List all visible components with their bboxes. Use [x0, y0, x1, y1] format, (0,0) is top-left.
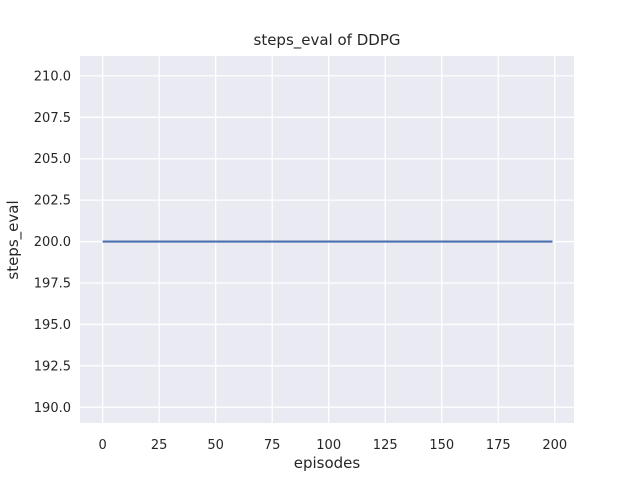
- y-tick-label: 192.5: [34, 359, 71, 374]
- x-tick-label: 100: [316, 438, 341, 453]
- y-tick-label: 202.5: [34, 194, 71, 209]
- x-tick-label: 0: [98, 438, 106, 453]
- y-tick-label: 205.0: [34, 152, 71, 167]
- x-tick-label: 150: [429, 438, 454, 453]
- y-tick-label: 195.0: [34, 318, 71, 333]
- y-tick-label: 190.0: [34, 401, 71, 416]
- x-tick-label: 200: [542, 438, 567, 453]
- x-axis-label: episodes: [293, 454, 361, 472]
- x-tick-label: 25: [151, 438, 168, 453]
- y-tick-label: 207.5: [34, 111, 71, 126]
- x-tick-label: 175: [486, 438, 511, 453]
- y-axis-label: steps_eval: [4, 200, 22, 280]
- x-tick-label: 125: [373, 438, 398, 453]
- x-tick-label: 75: [264, 438, 281, 453]
- plot-background: [80, 56, 574, 423]
- chart-title: steps_eval of DDPG: [253, 31, 401, 49]
- x-tick-label: 50: [207, 438, 224, 453]
- y-tick-label: 197.5: [34, 276, 71, 291]
- y-tick-label: 200.0: [34, 235, 71, 250]
- y-tick-label: 210.0: [34, 69, 71, 84]
